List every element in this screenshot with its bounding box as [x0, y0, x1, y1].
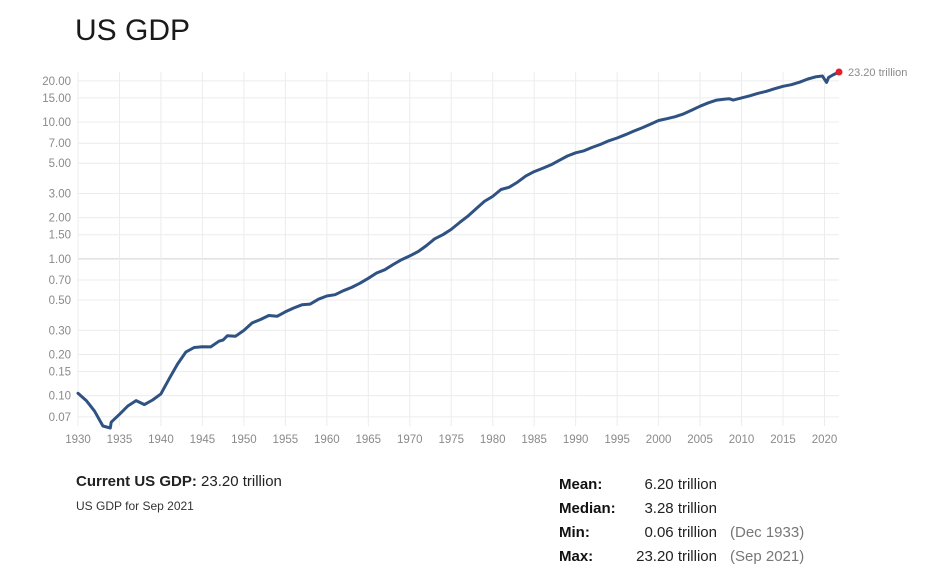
x-tick-label: 1985: [521, 434, 547, 446]
x-tick-label: 1935: [107, 434, 133, 446]
stat-label: Max:: [559, 548, 594, 565]
gdp-series-line: [76, 70, 841, 430]
y-tick-label: 0.70: [49, 275, 71, 287]
y-tick-label: 0.50: [49, 295, 71, 307]
y-tick-label: 3.00: [49, 189, 71, 201]
latest-value-label: 23.20 trillion: [848, 67, 907, 79]
gdp-chart[interactable]: 0.07 0.10 0.15 0.20 0.30 0.50 0.70 1.00 1.50 2.00…: [0, 0, 933, 470]
x-tick-label: 1940: [148, 434, 174, 446]
latest-value-marker[interactable]: [835, 68, 843, 76]
stat-value: 3.28 trillion: [644, 500, 717, 517]
current-gdp-value: 23.20 trillion: [201, 473, 282, 490]
x-tick-label: 1950: [231, 434, 257, 446]
x-axis-ticks: 1930 1935 1940 1945 1950 1955 1960 1965 1970 1975…: [65, 434, 837, 446]
x-tick-label: 1930: [65, 434, 91, 446]
x-tick-label: 1970: [397, 434, 423, 446]
y-tick-label: 0.15: [49, 367, 71, 379]
x-tick-label: 2015: [770, 434, 796, 446]
stat-label: Median:: [559, 500, 616, 517]
x-tick-label: 2020: [812, 434, 838, 446]
current-gdp-subtitle: US GDP for Sep 2021: [76, 499, 194, 513]
x-tick-label: 1965: [356, 434, 382, 446]
y-tick-label: 0.20: [49, 349, 71, 361]
y-tick-label: 20.00: [42, 76, 71, 88]
x-tick-label: 2010: [729, 434, 755, 446]
current-gdp: Current US GDP: 23.20 trillion: [76, 473, 282, 490]
y-tick-label: 15.00: [42, 93, 71, 105]
x-tick-label: 1990: [563, 434, 589, 446]
stat-date: (Sep 2021): [730, 548, 805, 565]
y-tick-label: 10.00: [42, 117, 71, 129]
y-tick-label: 0.10: [49, 391, 71, 403]
current-gdp-label: Current US GDP:: [76, 473, 197, 490]
stat-label: Min:: [559, 524, 590, 541]
y-tick-label: 5.00: [49, 158, 71, 170]
x-tick-label: 1945: [190, 434, 216, 446]
y-tick-label: 2.00: [49, 213, 71, 225]
stat-date: (Dec 1933): [730, 524, 805, 541]
x-tick-label: 2005: [687, 434, 713, 446]
x-tick-label: 1975: [438, 434, 464, 446]
stat-value: 0.06 trillion: [644, 524, 717, 541]
x-tick-label: 1995: [604, 434, 630, 446]
x-tick-label: 1955: [273, 434, 299, 446]
x-tick-label: 2000: [646, 434, 672, 446]
x-gridlines: [77, 72, 825, 426]
y-gridlines: [78, 80, 839, 418]
x-tick-label: 1960: [314, 434, 340, 446]
page-title: US GDP: [75, 14, 191, 47]
y-tick-label: 1.00: [49, 254, 71, 266]
y-tick-label: 1.50: [49, 230, 71, 242]
y-tick-label: 0.07: [49, 412, 71, 424]
stat-value: 23.20 trillion: [636, 548, 717, 565]
stat-label: Mean:: [559, 476, 603, 493]
y-tick-label: 0.30: [49, 325, 71, 337]
y-axis-ticks: 0.07 0.10 0.15 0.20 0.30 0.50 0.70 1.00 1.50 2.00…: [42, 76, 71, 424]
stat-value: 6.20 trillion: [644, 476, 717, 493]
y-tick-label: 7.00: [49, 138, 71, 150]
x-tick-label: 1980: [480, 434, 506, 446]
